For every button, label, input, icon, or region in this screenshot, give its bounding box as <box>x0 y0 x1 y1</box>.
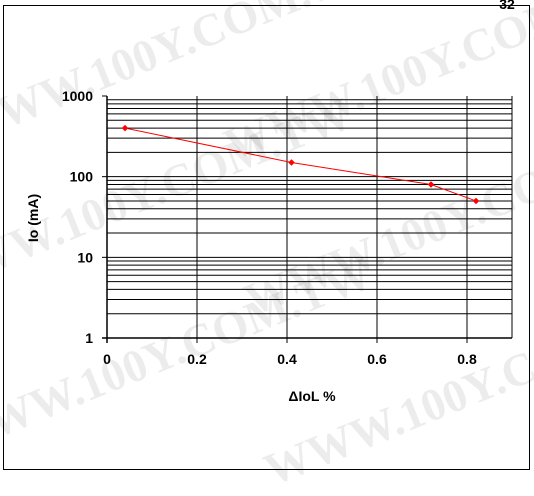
x-tick-label: 0 <box>103 351 111 367</box>
y-tick-label: 1000 <box>62 88 93 104</box>
y-tick-label: 100 <box>70 169 94 185</box>
x-tick-label: 0.6 <box>367 351 387 367</box>
data-point-marker <box>121 124 129 132</box>
corner-fragment-text: 32 <box>499 0 515 12</box>
data-point-marker <box>288 159 295 166</box>
y-axis-label: Io (mA) <box>25 194 41 242</box>
data-point-marker <box>427 181 435 188</box>
y-tick-label: 10 <box>77 249 93 265</box>
x-axis-label: ΔIoL % <box>288 388 336 404</box>
data-point-marker <box>472 197 480 205</box>
figure-frame <box>3 5 530 470</box>
x-tick-label: 0.8 <box>457 351 477 367</box>
series-group <box>121 124 480 205</box>
x-tick-label: 0.2 <box>187 351 207 367</box>
series-line <box>124 127 477 202</box>
y-tick-label: 1 <box>85 330 93 346</box>
chart-axes <box>102 95 512 343</box>
chart: 1 10 100 1000 0 0.2 0.4 0.6 0.8 ΔIoL % Io (mA) 3… <box>25 0 515 404</box>
chart-grid <box>107 96 513 338</box>
x-tick-label: 0.4 <box>277 351 297 367</box>
tick-labels: 1 10 100 1000 0 0.2 0.4 0.6 0.8 <box>62 88 477 367</box>
